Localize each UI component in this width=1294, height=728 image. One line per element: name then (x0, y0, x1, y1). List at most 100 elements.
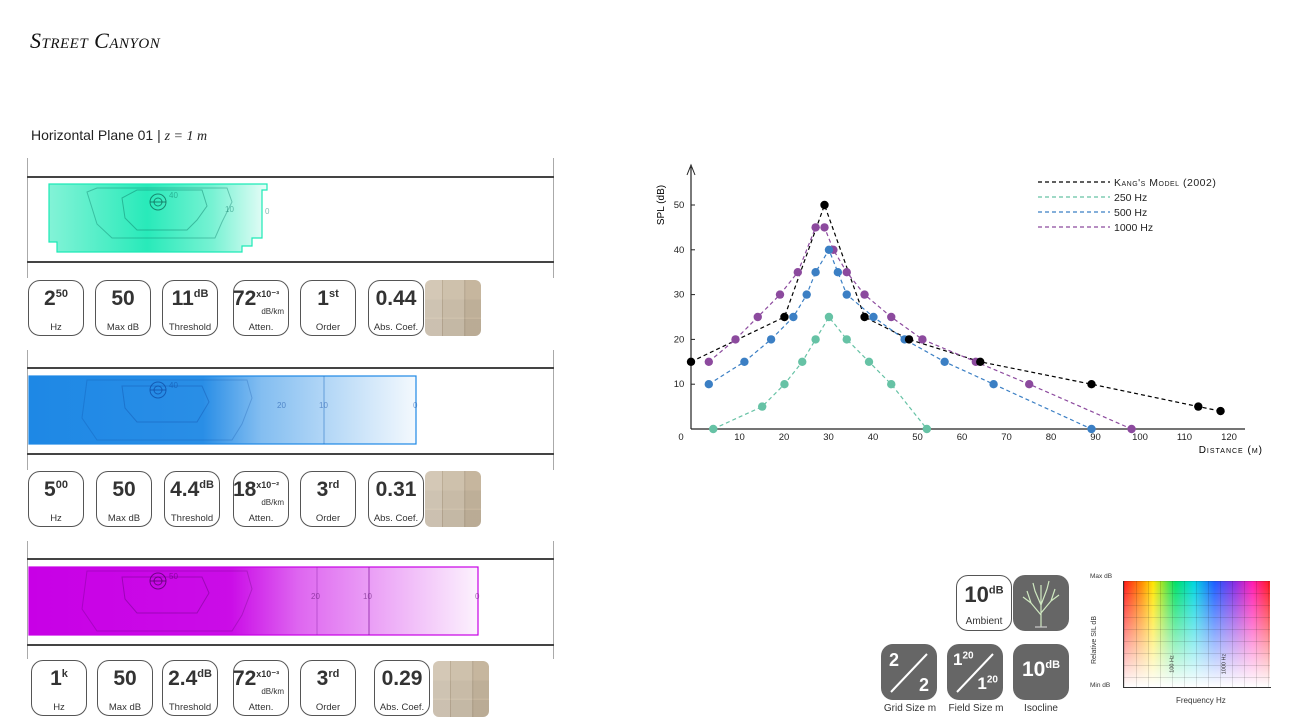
contour-line (86, 187, 233, 239)
order-card[interactable]: 3rd Order (300, 471, 356, 527)
series-line (713, 315, 928, 430)
material-texture-swatch[interactable] (425, 471, 481, 527)
series-line (690, 203, 1221, 412)
y-tick-label: 10 (674, 379, 685, 390)
panel-edge-right (553, 158, 554, 278)
absorption-card[interactable]: 0.44 Abs. Coef. (368, 280, 424, 336)
frequency-card[interactable]: 1k Hz (31, 660, 87, 716)
page-title: Street Canyon (30, 28, 161, 53)
data-point (918, 335, 927, 344)
field-size-card[interactable]: 120 120 (947, 644, 1003, 700)
spl-distance-chart: SPL (dB) Distance (m) 0 10 20 30 40 50 60 70 80 9… (656, 163, 1263, 456)
fraction-slash-icon (956, 653, 994, 693)
fraction-slash-icon (890, 653, 928, 693)
contour-panel-1: 40 10 0 (27, 158, 554, 278)
tree-icon (1022, 580, 1060, 628)
contour-label: 0 (413, 401, 418, 410)
max-db-label: Max dB (106, 322, 140, 333)
order-card[interactable]: 1st Order (300, 280, 356, 336)
data-point (1127, 424, 1136, 434)
attenuation-value: 18 (232, 478, 257, 501)
contour-panel-3: 50 20 10 0 (27, 541, 554, 659)
x-tick-label: 100 (1132, 432, 1148, 443)
threshold-unit: dB (199, 479, 214, 491)
order-suffix: rd (328, 479, 340, 491)
threshold-card[interactable]: 2.4dB Threshold (162, 660, 218, 716)
tree-card[interactable] (1013, 575, 1069, 631)
max-db-value: 50 (111, 287, 135, 310)
panel-edge-left (27, 158, 28, 278)
absorption-card[interactable]: 0.31 Abs. Coef. (368, 471, 424, 527)
material-texture-swatch[interactable] (425, 280, 481, 336)
absorption-card[interactable]: 0.29 Abs. Coef. (374, 660, 430, 716)
absorption-value: 0.31 (375, 478, 417, 501)
data-point (766, 335, 776, 344)
data-point (824, 312, 834, 322)
isocline-card[interactable]: 10dB (1013, 644, 1069, 700)
order-value: 1 (317, 287, 329, 310)
data-point (976, 357, 985, 366)
threshold-card[interactable]: 4.4dB Threshold (164, 471, 220, 527)
series-line (708, 248, 1092, 430)
material-texture-swatch[interactable] (433, 661, 489, 717)
y-tick-label: 50 (674, 200, 685, 211)
data-point (1087, 380, 1096, 389)
legend-label: 500 Hz (1114, 207, 1147, 219)
x-axis-label: Distance (m) (1199, 445, 1263, 456)
order-card[interactable]: 3rd Order (300, 660, 356, 716)
contour-label: 0 (265, 207, 270, 216)
contour-label: 50 (169, 572, 178, 581)
attenuation-card[interactable]: 72x10⁻³ dB/km Atten. (233, 660, 289, 716)
frequency-suffix: 00 (55, 479, 68, 491)
absorption-label: Abs. Coef. (379, 702, 425, 713)
contour-label: 40 (169, 191, 178, 200)
y-tick-label: 20 (674, 334, 685, 345)
data-point (811, 223, 820, 232)
frequency-card[interactable]: 500 Hz (28, 471, 84, 527)
attenuation-label: Atten. (248, 322, 274, 333)
absorption-label: Abs. Coef. (373, 513, 419, 524)
legend-label: 250 Hz (1114, 192, 1147, 204)
attenuation-label: Atten. (248, 702, 274, 713)
plane-z-label: z = 1 m (164, 129, 208, 144)
x-tick-label: 80 (1046, 432, 1057, 443)
spectrum-axis-y (1123, 581, 1124, 688)
canyon-wall-top (27, 558, 554, 560)
frequency-card[interactable]: 250 Hz (28, 280, 84, 336)
contour-label: 20 (311, 592, 320, 601)
chart-series (686, 200, 1225, 434)
x-tick-label: 20 (779, 432, 790, 443)
isocline-value: 10 (1021, 658, 1046, 681)
order-label: Order (315, 513, 341, 524)
contour-line (81, 570, 253, 632)
data-point (842, 268, 851, 277)
canyon-wall-bottom (27, 261, 554, 263)
data-point (887, 312, 896, 322)
absorption-value: 0.29 (381, 667, 423, 690)
plane-label: Horizontal Plane 01 (31, 127, 154, 143)
grid-size-top: 2 (889, 650, 900, 670)
ambient-card[interactable]: 10dB Ambient (956, 575, 1012, 631)
threshold-card[interactable]: 11dB Threshold (162, 280, 218, 336)
data-point (824, 245, 834, 254)
contour-label: 20 (277, 401, 286, 410)
grid-size-bottom: 2 (918, 675, 929, 695)
threshold-label: Threshold (168, 702, 212, 713)
data-point (904, 335, 914, 344)
y-axis-arrow (686, 163, 696, 176)
x-tick-label: 70 (1001, 432, 1012, 443)
data-point (758, 402, 767, 411)
threshold-unit: dB (193, 288, 209, 300)
y-axis-label: SPL (dB) (656, 185, 667, 225)
attenuation-label: Atten. (248, 513, 274, 524)
data-point (811, 268, 820, 277)
sound-contour-map: 40 10 0 (48, 183, 270, 253)
max-db-card[interactable]: 50 Max dB (97, 660, 153, 716)
grid-size-card[interactable]: 2 2 (881, 644, 937, 700)
attenuation-card[interactable]: 72x10⁻³ dB/km Atten. (233, 280, 289, 336)
max-db-card[interactable]: 50 Max dB (95, 280, 151, 336)
attenuation-card[interactable]: 18x10⁻² dB/km Atten. (233, 471, 289, 527)
field-size-top: 1 (953, 650, 963, 669)
x-tick-label: 10 (734, 432, 745, 443)
max-db-card[interactable]: 50 Max dB (96, 471, 152, 527)
